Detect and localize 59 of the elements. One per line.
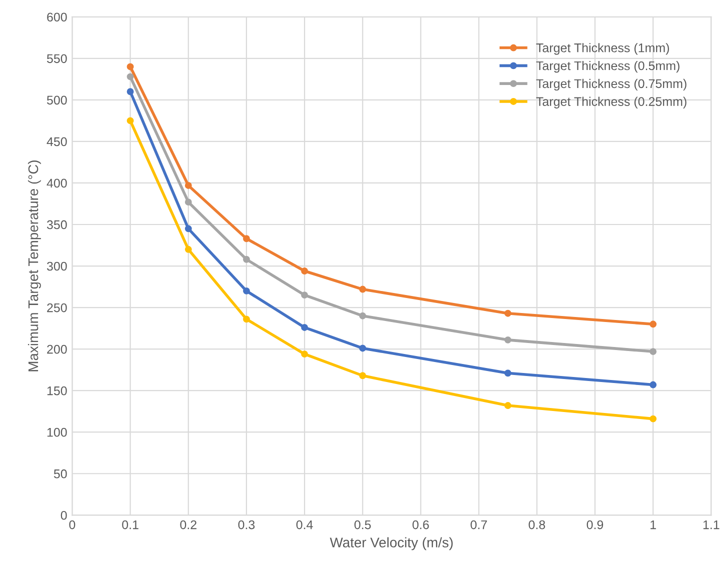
point: [242, 287, 250, 294]
point: [650, 320, 657, 328]
point: [504, 402, 512, 409]
point: [504, 370, 512, 377]
point: [184, 246, 192, 253]
x-tick-label: 0.8: [528, 520, 546, 530]
point: [126, 117, 134, 124]
x-tick-label: 0.2: [180, 520, 196, 530]
point: [184, 198, 192, 206]
y-tick-label: 100: [47, 428, 67, 437]
point: [650, 348, 657, 356]
point: [184, 182, 192, 189]
point: [184, 225, 192, 232]
y-tick-label: 550: [46, 54, 67, 64]
y-tick-label: 350: [46, 220, 67, 230]
point: [504, 310, 512, 317]
point: [242, 235, 250, 242]
point: [359, 372, 366, 380]
point: [301, 292, 308, 299]
point: [504, 336, 512, 344]
x-tick-label: 0.4: [296, 520, 313, 530]
point: [242, 316, 250, 323]
point: [301, 268, 308, 274]
x-tick-label: 0.5: [354, 520, 371, 530]
point: [126, 88, 134, 96]
y-axis-title: Maximum Target Temperature (°C): [28, 160, 41, 372]
y-tick-label: 150: [47, 386, 67, 396]
x-tick-label: 1.1: [703, 520, 720, 530]
point: [359, 286, 366, 293]
y-tick-label: 200: [47, 344, 67, 354]
y-tick-label: 500: [46, 96, 67, 105]
y-tick-label: 250: [47, 303, 67, 312]
x-tick-label: 0.1: [122, 520, 138, 530]
legend-label: Target Thickness (0.25mm): [536, 96, 686, 108]
x-tick-label: 0.3: [238, 520, 255, 530]
point: [650, 415, 657, 422]
y-tick-label: 600: [47, 12, 67, 22]
y-tick-label: 0: [60, 510, 67, 520]
y-tick-label: 50: [54, 469, 67, 478]
point: [301, 350, 308, 358]
x-axis-title: Water Velocity (m/s): [330, 537, 453, 550]
point: [242, 256, 250, 263]
y-tick-label: 300: [46, 262, 67, 271]
legend-label: Target Thickness (0.5mm): [536, 60, 680, 73]
point: [359, 312, 366, 320]
y-tick-label: 450: [46, 137, 67, 146]
x-tick-label: 0: [69, 520, 76, 530]
point: [359, 344, 366, 352]
x-tick-label: 0.9: [586, 520, 604, 530]
point: [126, 73, 134, 80]
x-tick-label: 0.7: [470, 520, 487, 530]
point: [650, 381, 657, 388]
x-tick-label: 1: [650, 520, 656, 530]
x-tick-label: 0.6: [412, 520, 429, 530]
legend-label: Target Thickness (0.75mm): [536, 78, 686, 91]
legend-label: Target Thickness (1mm): [536, 43, 669, 55]
point: [301, 324, 308, 331]
point: [126, 63, 134, 70]
y-tick-label: 400: [46, 178, 67, 188]
